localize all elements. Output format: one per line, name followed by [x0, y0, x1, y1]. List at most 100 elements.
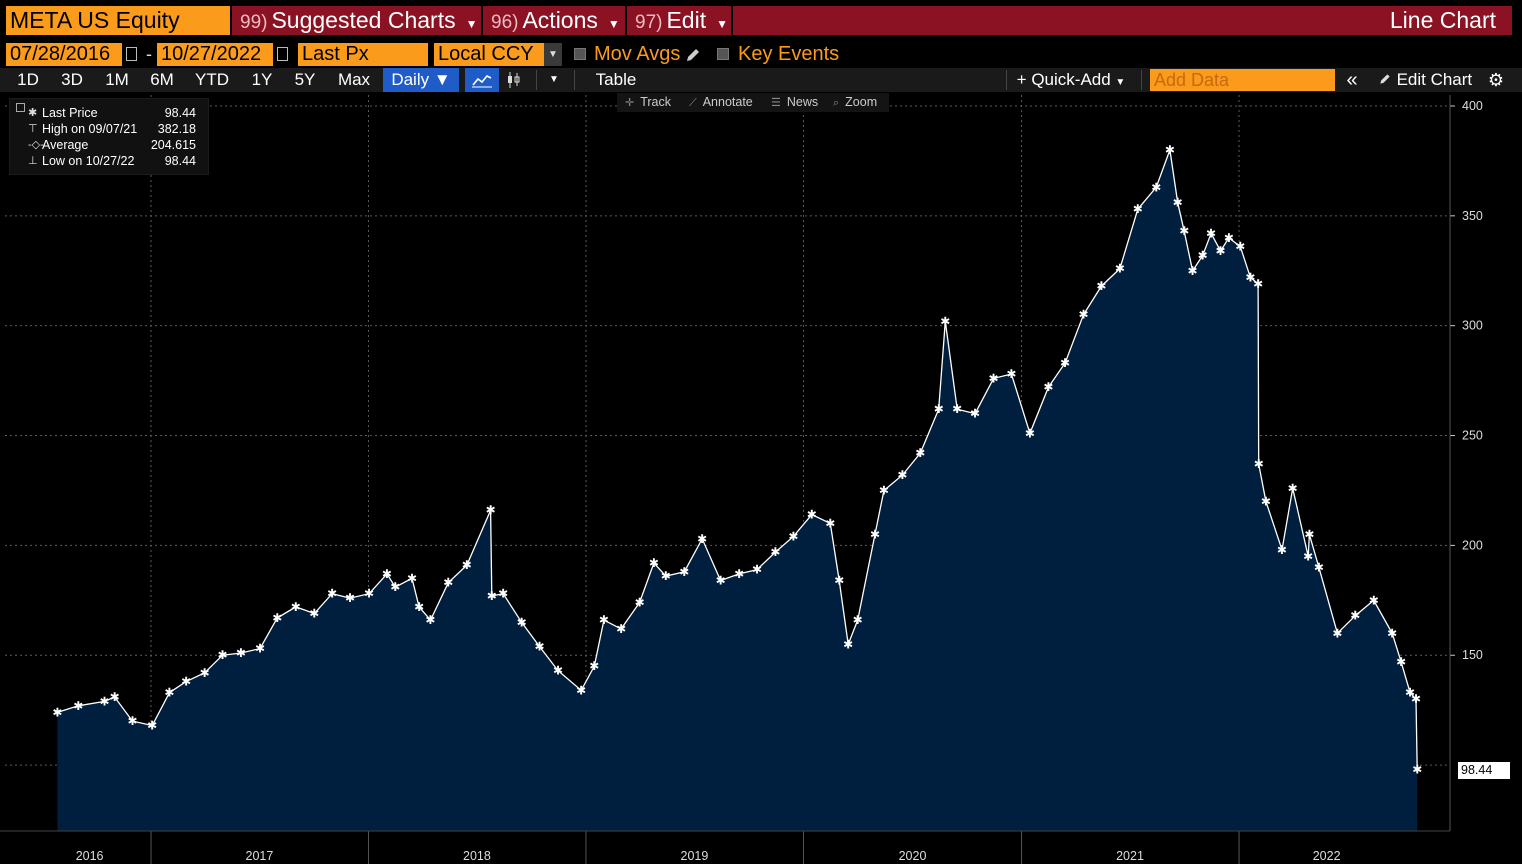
price-point: ✱ — [940, 314, 950, 328]
period-max-button[interactable]: Max — [337, 70, 371, 89]
date-separator: - — [146, 44, 152, 64]
price-point: ✱ — [1096, 279, 1106, 293]
period-5y-button[interactable]: 5Y — [294, 70, 316, 89]
x-axis: 2016 2017 2018 2019 2020 2021 2022 — [0, 830, 1450, 864]
price-point: ✱ — [635, 596, 645, 610]
price-point: ✱ — [1304, 527, 1314, 541]
period-ytd-button[interactable]: YTD — [195, 70, 229, 89]
price-point: ✱ — [1115, 262, 1125, 276]
price-point: ✱ — [589, 659, 599, 673]
quick-add-button[interactable]: + Quick-Add ▼ — [1010, 68, 1132, 92]
collapse-box-icon[interactable] — [16, 103, 25, 112]
calendar-icon[interactable] — [126, 47, 137, 61]
key-events-label[interactable]: Key Events — [738, 43, 840, 65]
x-tick-label: 2019 — [681, 849, 709, 863]
price-point: ✱ — [915, 446, 925, 460]
price-point: ✱ — [181, 675, 191, 689]
price-point: ✱ — [443, 576, 453, 590]
field-select[interactable]: Last Px — [298, 43, 428, 66]
mov-avgs-label[interactable]: Mov Avgs — [594, 43, 681, 65]
x-tick-label: 2016 — [76, 849, 104, 863]
table-button[interactable]: Table — [595, 70, 637, 89]
chevron-down-icon[interactable]: ▼ — [544, 43, 562, 66]
price-point: ✱ — [1235, 240, 1245, 254]
legend-label: Low on 10/27/22 — [42, 154, 135, 168]
price-point: ✱ — [853, 613, 863, 627]
news-icon: ☰ — [771, 97, 781, 109]
menu-number: 96) — [491, 12, 519, 33]
chart-type-label: Line Chart — [1389, 7, 1496, 33]
chevron-down-icon[interactable]: ▼ — [549, 74, 559, 85]
price-point: ✱ — [364, 587, 374, 601]
crosshair-icon: ✛ — [625, 97, 635, 109]
chart-toolbar: 1D 3D 1M 6M YTD 1Y 5Y Max Daily ▼ ▼ Tabl… — [0, 68, 1522, 92]
key-events-checkbox[interactable] — [717, 48, 729, 60]
price-point: ✱ — [716, 574, 726, 588]
price-point: ✱ — [870, 527, 880, 541]
chart-legend[interactable]: ✱ Last Price 98.44 ⊤ High on 09/07/21 38… — [9, 98, 209, 175]
annotate-tool[interactable]: ⟋ Annotate — [689, 93, 753, 113]
legend-high: ⊤ High on 09/07/21 382.18 — [10, 121, 208, 137]
price-point: ✱ — [487, 589, 497, 603]
news-tool[interactable]: ☰ News — [771, 93, 818, 113]
period-1y-button[interactable]: 1Y — [251, 70, 273, 89]
price-point: ✱ — [1369, 593, 1379, 607]
line-chart-icon[interactable] — [465, 68, 499, 92]
price-point: ✱ — [1261, 494, 1271, 508]
period-1m-button[interactable]: 1M — [105, 70, 129, 89]
period-1d-button[interactable]: 1D — [17, 70, 39, 89]
price-point: ✱ — [553, 664, 563, 678]
price-line — [57, 149, 1418, 770]
x-tick-label: 2017 — [246, 849, 274, 863]
menu-number: 99) — [240, 12, 268, 33]
price-point: ✱ — [200, 666, 210, 680]
price-point: ✱ — [1216, 244, 1226, 258]
legend-label: Last Price — [42, 106, 98, 120]
period-6m-button[interactable]: 6M — [150, 70, 174, 89]
price-point: ✱ — [110, 690, 120, 704]
price-chart[interactable]: ✱ ✱ ✱ ✱ ✱ ✱ ✱ ✱ ✱ ✱ ✱ ✱ ✱ ✱ ✱ ✱ ✱ ✱ ✱ ✱ ✱ ✱ ✱ ✱ ✱ ✱ ✱ ✱ ✱ ✱ ✱ ✱ ✱ ✱ ✱ ✱ ✱ ✱ ✱ ✱… — [0, 93, 1522, 864]
ticker-field[interactable]: META US Equity — [6, 6, 230, 35]
price-points: ✱ ✱ ✱ ✱ ✱ ✱ ✱ ✱ ✱ ✱ ✱ ✱ ✱ ✱ ✱ ✱ ✱ ✱ ✱ ✱ ✱ ✱ ✱ ✱ ✱ ✱ ✱ ✱ ✱ ✱ ✱ ✱ ✱ ✱ ✱ ✱ ✱ ✱ ✱ ✱… — [52, 143, 1422, 777]
calendar-icon[interactable] — [277, 47, 288, 61]
price-point: ✱ — [1332, 626, 1342, 640]
pencil-icon[interactable] — [684, 46, 702, 64]
zoom-tool[interactable]: ⌕ Zoom — [833, 93, 877, 113]
start-date-field[interactable]: 07/28/2016 — [6, 43, 122, 66]
price-point: ✱ — [462, 558, 472, 572]
actions-menu[interactable]: 96) Actions ▼ — [483, 6, 627, 35]
price-point: ✱ — [1253, 277, 1263, 291]
currency-select[interactable]: Local CCY — [434, 43, 544, 66]
price-point: ✱ — [1314, 560, 1324, 574]
price-point: ✱ — [1025, 426, 1035, 440]
chevron-down-icon: ▼ — [465, 17, 478, 31]
edit-menu[interactable]: 97) Edit ▼ — [627, 6, 733, 35]
price-point: ✱ — [73, 699, 83, 713]
menu-label: Suggested Charts — [271, 7, 456, 33]
add-data-input[interactable] — [1150, 69, 1335, 91]
legend-label: Average — [42, 138, 89, 152]
legend-average: -◇- Average 204.615 — [10, 137, 208, 153]
period-3d-button[interactable]: 3D — [61, 70, 83, 89]
mov-avgs-checkbox[interactable] — [574, 48, 586, 60]
legend-label: High on 09/07/21 — [42, 122, 138, 136]
track-tool[interactable]: ✛ Track — [625, 93, 671, 113]
end-date-field[interactable]: 10/27/2022 — [157, 43, 273, 66]
price-point: ✱ — [390, 580, 400, 594]
suggested-charts-menu[interactable]: 99) Suggested Charts ▼ — [232, 6, 483, 35]
candlestick-icon[interactable] — [502, 68, 526, 92]
zoom-label: Zoom — [845, 95, 878, 109]
edit-chart-button[interactable]: Edit Chart — [1370, 68, 1480, 92]
toolbar-divider — [1006, 70, 1007, 90]
chevron-down-icon: ▼ — [1115, 77, 1126, 88]
gear-icon[interactable]: ⚙ — [1487, 70, 1505, 90]
x-tick-label: 2022 — [1313, 849, 1341, 863]
collapse-icon[interactable]: « — [1346, 69, 1358, 91]
price-point: ✱ — [1188, 264, 1198, 278]
price-point: ✱ — [897, 468, 907, 482]
price-point: ✱ — [616, 622, 626, 636]
frequency-select[interactable]: Daily ▼ — [383, 68, 459, 92]
price-point: ✱ — [327, 587, 337, 601]
price-point: ✱ — [291, 600, 301, 614]
price-point: ✱ — [534, 639, 544, 653]
